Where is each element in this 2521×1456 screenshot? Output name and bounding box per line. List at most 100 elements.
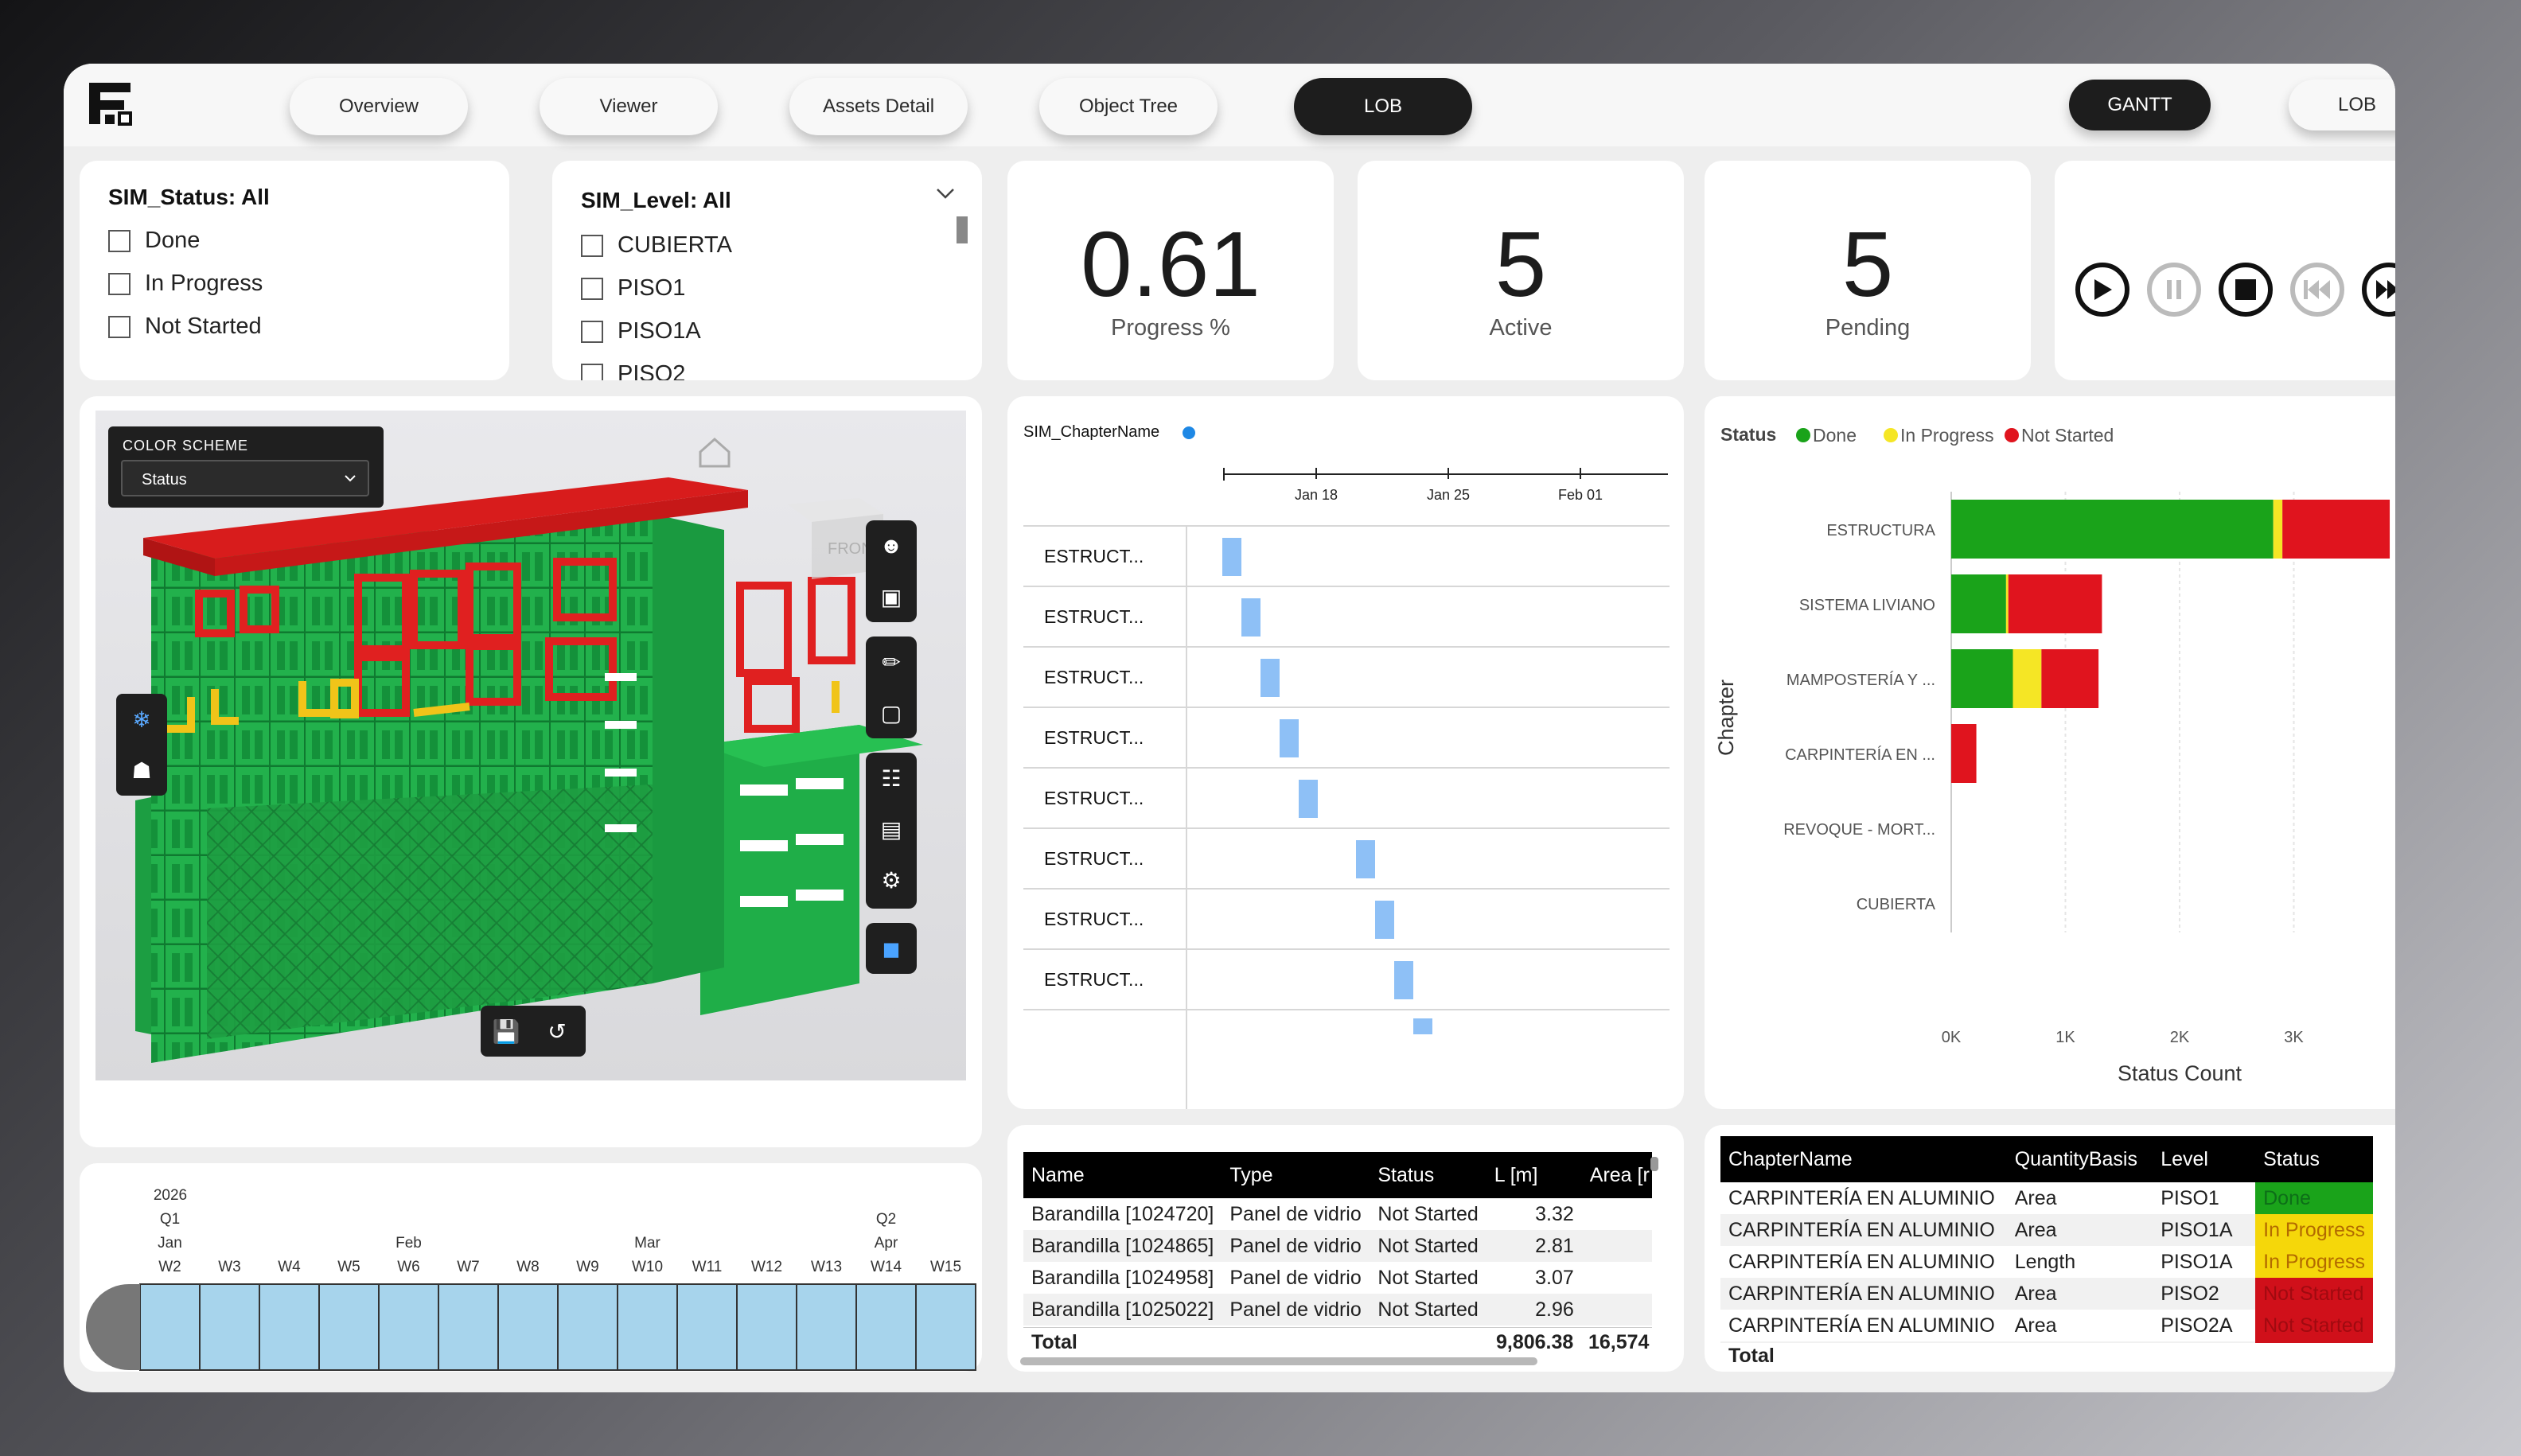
- play-icon[interactable]: [2075, 263, 2129, 317]
- model-viewer-canvas[interactable]: FRON COLOR SCHEME Status ❄ ☗ ☻ ▣: [95, 411, 966, 1080]
- bar-segment-in-progress[interactable]: [2013, 649, 2042, 708]
- gantt-bar[interactable]: [1394, 961, 1413, 999]
- bar-segment-not-started[interactable]: [2041, 649, 2099, 708]
- gantt-bar[interactable]: [1356, 840, 1375, 878]
- ghost-icon[interactable]: ☗: [131, 757, 152, 783]
- table-row[interactable]: CARPINTERÍA EN ALUMINIO Area PISO1A In Prog…: [1720, 1214, 2373, 1246]
- table-row[interactable]: CARPINTERÍA EN ALUMINIOLengthPISO2ANot S…: [1720, 1341, 2373, 1343]
- status-option-in-progress[interactable]: In Progress: [108, 271, 263, 297]
- folder-icon[interactable]: ▢: [880, 700, 902, 726]
- tab-overview[interactable]: Overview: [290, 78, 468, 135]
- bar-segment-not-started[interactable]: [2282, 500, 2390, 559]
- timeline-week-cell[interactable]: [736, 1283, 797, 1371]
- timeline-week-cell[interactable]: [497, 1283, 559, 1371]
- checkbox[interactable]: [108, 229, 131, 252]
- chevron-down-icon[interactable]: [936, 188, 955, 200]
- properties-icon[interactable]: ▤: [880, 816, 902, 842]
- color-scheme-select[interactable]: Status: [121, 460, 369, 496]
- timeline-week-cell[interactable]: [676, 1283, 738, 1371]
- scrollbar-thumb[interactable]: [957, 216, 968, 243]
- legend-item[interactable]: Done: [1813, 425, 1857, 446]
- gantt-row[interactable]: ESTRUCT...: [1023, 950, 1670, 1010]
- checkbox[interactable]: [108, 315, 131, 338]
- hierarchy-icon[interactable]: ☷: [881, 765, 902, 791]
- column-header[interactable]: L [m]: [1486, 1152, 1582, 1198]
- gantt-row[interactable]: ESTRUCT...: [1023, 708, 1670, 769]
- table-row[interactable]: Barandilla [1024720] Panel de vidrio Not S…: [1023, 1198, 1652, 1230]
- level-option-piso1[interactable]: PISO1: [581, 275, 685, 302]
- column-header[interactable]: Type: [1222, 1152, 1370, 1198]
- column-header[interactable]: Status: [2255, 1136, 2373, 1182]
- gantt-bar[interactable]: [1299, 780, 1318, 818]
- status-option-not-started[interactable]: Not Started: [108, 313, 262, 340]
- timeline-week-cell[interactable]: [378, 1283, 439, 1371]
- timeline-week-cell[interactable]: [318, 1283, 380, 1371]
- timeline-week-cell[interactable]: [199, 1283, 260, 1371]
- gantt-bar[interactable]: [1222, 538, 1241, 576]
- tab-assets-detail[interactable]: Assets Detail: [789, 78, 968, 135]
- settings-icon[interactable]: ⚙: [881, 867, 902, 893]
- gantt-bar[interactable]: [1413, 1018, 1432, 1034]
- timeline-week-cell[interactable]: [438, 1283, 499, 1371]
- gantt-row[interactable]: ESTRUCT...: [1023, 648, 1670, 708]
- gantt-row[interactable]: ESTRUCT...: [1023, 829, 1670, 890]
- model-icon[interactable]: ◼: [882, 936, 901, 961]
- table-row[interactable]: Barandilla [1024958] Panel de vidrio Not S…: [1023, 1262, 1652, 1294]
- level-option-piso1a[interactable]: PISO1A: [581, 318, 701, 345]
- lob-button[interactable]: LOB: [2289, 80, 2395, 130]
- gantt-row[interactable]: ESTRUCT...: [1023, 527, 1670, 587]
- undo-icon[interactable]: ↺: [547, 1018, 567, 1044]
- bar-segment-not-started[interactable]: [2008, 574, 2102, 633]
- tab-viewer[interactable]: Viewer: [540, 78, 718, 135]
- checkbox[interactable]: [581, 320, 603, 343]
- horizontal-scrollbar[interactable]: [1020, 1357, 1537, 1365]
- assets-table-viewport[interactable]: Name Type Status L [m] Area [r Barandill…: [1023, 1152, 1652, 1351]
- table-row[interactable]: Barandilla [1025022] Panel de vidrio Not S…: [1023, 1294, 1652, 1326]
- gantt-bar[interactable]: [1260, 659, 1280, 697]
- bar-segment-done[interactable]: [1951, 574, 2006, 633]
- column-header[interactable]: Status: [1370, 1152, 1486, 1198]
- column-header[interactable]: QuantityBasis: [2006, 1136, 2153, 1182]
- legend-item[interactable]: In Progress: [1900, 425, 1994, 446]
- column-header[interactable]: Level: [2153, 1136, 2256, 1182]
- timeline-handle[interactable]: [86, 1284, 140, 1370]
- gantt-row[interactable]: ESTRUCT...: [1023, 769, 1670, 829]
- skip-forward-icon[interactable]: [2362, 263, 2395, 317]
- ruler-icon[interactable]: ✏: [882, 649, 901, 675]
- bar-segment-not-started[interactable]: [1951, 724, 1977, 783]
- view-cube-label[interactable]: FRON: [828, 540, 873, 558]
- scrollbar-thumb[interactable]: [1650, 1157, 1658, 1171]
- checkbox[interactable]: [581, 363, 603, 380]
- checkbox[interactable]: [581, 277, 603, 300]
- table-row[interactable]: Barandilla [1024865] Panel de vidrio Not S…: [1023, 1230, 1652, 1262]
- gantt-bar[interactable]: [1375, 901, 1394, 939]
- person-icon[interactable]: ☻: [879, 533, 903, 558]
- skip-back-icon[interactable]: [2290, 263, 2344, 317]
- pause-icon[interactable]: [2147, 263, 2201, 317]
- timeline-week-cell[interactable]: [617, 1283, 678, 1371]
- table-row[interactable]: CARPINTERÍA EN ALUMINIO Area PISO1 Done: [1720, 1182, 2373, 1214]
- timeline-week-cell[interactable]: [139, 1283, 201, 1371]
- camera-icon[interactable]: ▣: [880, 584, 902, 609]
- column-header[interactable]: Name: [1023, 1152, 1222, 1198]
- column-header[interactable]: Area [r: [1581, 1152, 1652, 1198]
- bar-segment-in-progress[interactable]: [2005, 574, 2009, 633]
- home-icon[interactable]: [699, 437, 731, 468]
- column-header[interactable]: ChapterName: [1720, 1136, 2007, 1182]
- tab-lob[interactable]: LOB: [1294, 78, 1472, 135]
- gantt-button[interactable]: GANTT: [2069, 80, 2211, 130]
- table-row[interactable]: CARPINTERÍA EN ALUMINIO Area PISO2 Not Star…: [1720, 1278, 2373, 1310]
- legend-item[interactable]: Not Started: [2021, 425, 2114, 446]
- timeline-week-cell[interactable]: [259, 1283, 320, 1371]
- timeline-week-cell[interactable]: [855, 1283, 917, 1371]
- bar-segment-done[interactable]: [1951, 649, 2013, 708]
- bar-segment-done[interactable]: [1951, 500, 2274, 559]
- snowflake-icon[interactable]: ❄: [132, 707, 151, 732]
- save-icon[interactable]: 💾: [492, 1018, 520, 1044]
- bar-segment-in-progress[interactable]: [2273, 500, 2283, 559]
- level-option-cubierta[interactable]: CUBIERTA: [581, 232, 732, 259]
- gantt-row[interactable]: ESTRUCT...: [1023, 587, 1670, 648]
- status-option-done[interactable]: Done: [108, 228, 200, 254]
- tab-object-tree[interactable]: Object Tree: [1039, 78, 1218, 135]
- timeline-week-cell[interactable]: [915, 1283, 976, 1371]
